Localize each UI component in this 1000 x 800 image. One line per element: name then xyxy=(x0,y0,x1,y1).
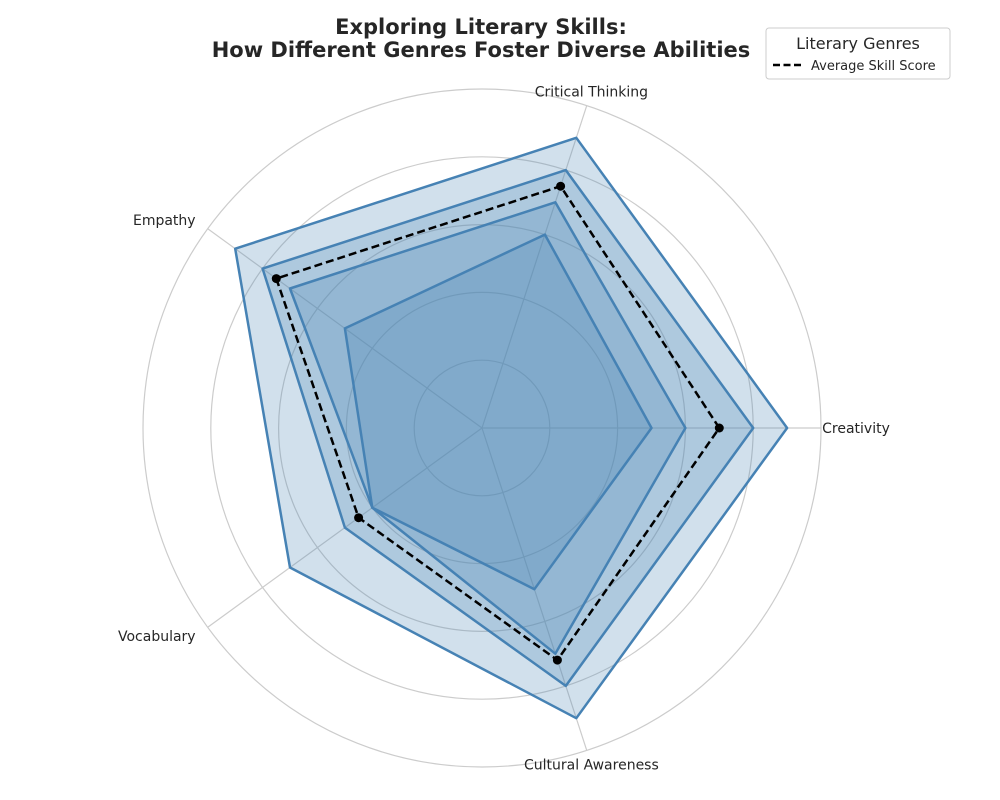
axis-label-creativity: Creativity xyxy=(822,421,890,437)
legend: Literary Genres Average Skill Score xyxy=(765,27,951,80)
legend-box xyxy=(765,27,951,80)
chart-title-line2: How Different Genres Foster Diverse Abil… xyxy=(212,38,751,62)
axis-label-cultural-awareness: Cultural Awareness xyxy=(524,758,659,774)
axis-labels: Creativity Critical Thinking Empathy Vocabu… xyxy=(118,84,890,773)
average-line xyxy=(275,184,721,662)
legend-title: Literary Genres xyxy=(796,34,920,53)
axis-label-empathy: Empathy xyxy=(133,213,196,229)
legend-average-label: Average Skill Score xyxy=(811,59,936,74)
axis-label-critical-thinking: Critical Thinking xyxy=(535,84,648,100)
chart-title-line1: Exploring Literary Skills: xyxy=(335,15,627,39)
series-polygon-3 xyxy=(288,201,687,655)
grid-spoke-2 xyxy=(481,105,588,429)
average-point-5 xyxy=(552,655,562,665)
axis-label-vocabulary: Vocabulary xyxy=(118,629,196,645)
average-point-3 xyxy=(271,274,281,284)
average-point-4 xyxy=(354,513,364,523)
average-point-1 xyxy=(714,423,724,433)
series-polygon-4 xyxy=(343,233,653,591)
average-series xyxy=(271,181,724,665)
radar-series xyxy=(233,136,789,720)
average-point-2 xyxy=(556,181,566,191)
